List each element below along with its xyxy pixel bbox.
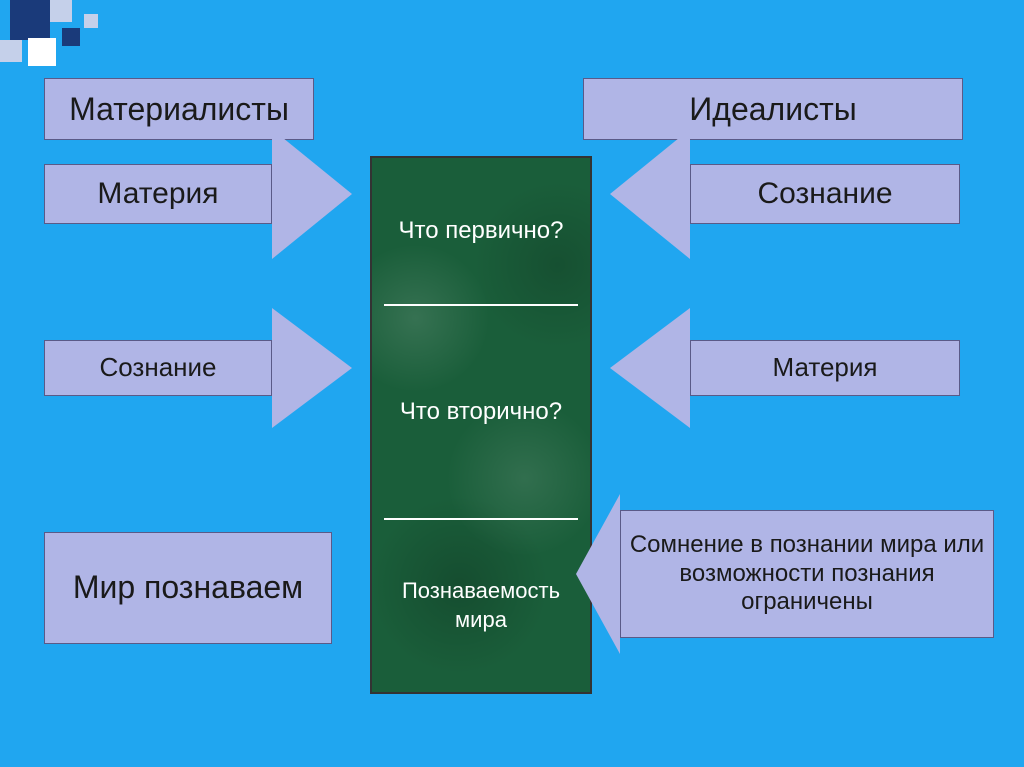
center-q3: Познаваемость мира bbox=[372, 520, 590, 692]
left-row3-label: Мир познаваем bbox=[73, 567, 303, 609]
arrow-right-icon bbox=[272, 129, 352, 259]
center-q3-text: Познаваемость мира bbox=[382, 577, 580, 634]
center-q2: Что вторично? bbox=[372, 306, 590, 518]
corner-decoration bbox=[0, 0, 140, 70]
right-arrow-1-body: Сознание bbox=[690, 164, 960, 224]
right-row1-label: Сознание bbox=[757, 176, 892, 212]
left-arrow-1: Материя bbox=[44, 129, 352, 259]
left-arrow-2-body: Сознание bbox=[44, 340, 272, 396]
arrow-left-icon bbox=[610, 308, 690, 428]
header-left-label: Материалисты bbox=[69, 91, 289, 128]
right-arrow-1: Сознание bbox=[610, 129, 960, 259]
left-arrow-1-body: Материя bbox=[44, 164, 272, 224]
arrow-left-icon bbox=[576, 494, 620, 654]
left-arrow-2: Сознание bbox=[44, 308, 352, 428]
right-row3-label: Сомнение в познании мира или возможности… bbox=[629, 531, 985, 617]
center-q1-text: Что первично? bbox=[398, 215, 563, 246]
arrow-left-icon bbox=[610, 129, 690, 259]
header-right-label: Идеалисты bbox=[689, 91, 856, 128]
left-row1-label: Материя bbox=[97, 176, 218, 212]
center-questions-panel: Что первично? Что вторично? Познаваемост… bbox=[370, 156, 592, 694]
center-q1: Что первично? bbox=[372, 158, 590, 304]
arrow-right-icon bbox=[272, 308, 352, 428]
bottom-right-arrow: Сомнение в познании мира или возможности… bbox=[576, 494, 994, 654]
right-arrow-2-body: Материя bbox=[690, 340, 960, 396]
right-arrow-2: Материя bbox=[610, 308, 960, 428]
left-row2-label: Сознание bbox=[99, 352, 216, 383]
right-row2-label: Материя bbox=[773, 352, 878, 383]
bottom-left-box: Мир познаваем bbox=[44, 532, 332, 644]
bottom-right-body: Сомнение в познании мира или возможности… bbox=[620, 510, 994, 638]
center-q2-text: Что вторично? bbox=[400, 396, 562, 427]
